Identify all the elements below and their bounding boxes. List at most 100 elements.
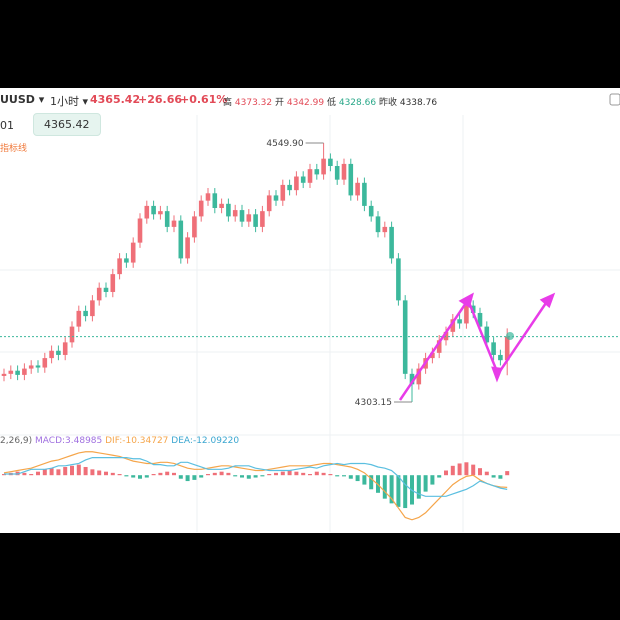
macd-bar: [430, 475, 435, 485]
macd-bar: [423, 475, 428, 492]
candle-body: [328, 158, 333, 167]
candle-body: [103, 287, 109, 292]
candle-body: [205, 193, 211, 201]
macd-bar: [29, 474, 34, 476]
candle-body: [192, 216, 197, 238]
dif: DIF:-10.34727: [105, 436, 169, 446]
macd-bar: [124, 475, 129, 477]
candle-body: [416, 368, 422, 385]
interval[interactable]: 1小时 ▾: [50, 95, 89, 108]
candle-body: [15, 370, 20, 375]
symbol-text[interactable]: UUSD: [0, 93, 35, 106]
candle-body: [178, 220, 184, 259]
macd-bar: [104, 471, 108, 476]
cursor-icon: [506, 332, 514, 340]
macd-bar: [172, 472, 176, 476]
change: +26.66: [138, 93, 183, 106]
label: 开: [274, 98, 284, 108]
macd-bar: [491, 475, 496, 478]
macd-bar: [226, 472, 231, 476]
macd-bar: [314, 471, 319, 476]
macd-bar: [192, 475, 197, 480]
price-box[interactable]: 4365.42: [33, 113, 101, 136]
macd-bar: [144, 475, 149, 478]
candle-body: [477, 312, 483, 327]
macd-bar: [267, 474, 272, 476]
candle-body: [287, 184, 292, 191]
params: 2,26,9): [0, 436, 33, 446]
macd-bar: [206, 474, 210, 476]
symbol[interactable]: UUSD ▾: [0, 93, 45, 106]
candle-body: [69, 326, 75, 343]
macd-bar: [450, 465, 455, 476]
annotation-label: 4549.90: [266, 139, 303, 149]
candle-body: [464, 305, 469, 324]
candle-body: [253, 214, 258, 227]
macd-bar: [484, 471, 489, 476]
label: 低: [326, 98, 336, 108]
candle-body: [498, 354, 503, 361]
macd-bar: [308, 474, 312, 476]
candle-body: [280, 184, 286, 201]
macd-bar: [355, 475, 360, 482]
candle-body: [56, 350, 61, 355]
macd-bar: [348, 475, 353, 479]
candle-body: [457, 319, 462, 324]
candle-body: [300, 176, 306, 183]
candle-body: [151, 205, 156, 215]
candle-body: [450, 319, 456, 332]
macd-bar: [321, 472, 326, 476]
candle-body: [96, 287, 102, 301]
candle-body: [212, 193, 218, 208]
candle-body: [219, 203, 224, 208]
candle-body: [504, 336, 510, 361]
macd-bar: [49, 468, 54, 476]
macd-bar: [185, 475, 190, 482]
candle-body: [130, 242, 136, 263]
candle-body: [348, 163, 354, 196]
candle-body: [484, 326, 490, 343]
arrow-head: [491, 366, 503, 383]
candle-body: [8, 370, 14, 374]
macd-bar: [131, 475, 136, 478]
candle-body: [389, 226, 394, 259]
macd-bar: [478, 468, 482, 476]
macd-bar: [178, 475, 183, 479]
candle-body: [307, 169, 313, 183]
macd-bar: [165, 471, 170, 476]
macd-bar: [90, 469, 95, 476]
macd-bar: [199, 475, 204, 478]
macd-bar: [287, 470, 292, 476]
macd-bar: [42, 469, 47, 476]
candle-body: [368, 205, 374, 217]
arrow-head: [458, 292, 474, 308]
value: 4328.66: [338, 98, 377, 108]
macd-bar: [437, 475, 442, 478]
candle-body: [470, 305, 476, 313]
candle-body: [232, 210, 238, 217]
macd-bar: [464, 462, 469, 476]
candle-body: [35, 365, 41, 368]
toolbar-left: 01: [0, 119, 14, 132]
macd-bar: [362, 475, 367, 485]
dea: DEA:-12.09220: [171, 436, 240, 446]
candle-body: [409, 373, 415, 385]
candle-body: [117, 258, 122, 275]
interval-text[interactable]: 1小时: [50, 95, 79, 108]
macd-bar: [498, 475, 503, 479]
macd-bar: [240, 475, 244, 478]
candle-body: [246, 214, 252, 222]
indicator-label[interactable]: 指标线: [0, 144, 28, 154]
value: 4373.32: [234, 98, 273, 108]
macd-bar: [416, 475, 421, 499]
toolbar-icon[interactable]: [609, 93, 620, 106]
candle-body: [443, 331, 449, 341]
macd-bar: [328, 474, 333, 476]
change-pct: +0.61%: [180, 93, 228, 106]
macd-bar: [76, 464, 81, 476]
macd-bar: [294, 471, 299, 476]
candle-body: [49, 350, 54, 359]
macd-bar: [335, 475, 340, 477]
arrow-head: [539, 292, 556, 309]
